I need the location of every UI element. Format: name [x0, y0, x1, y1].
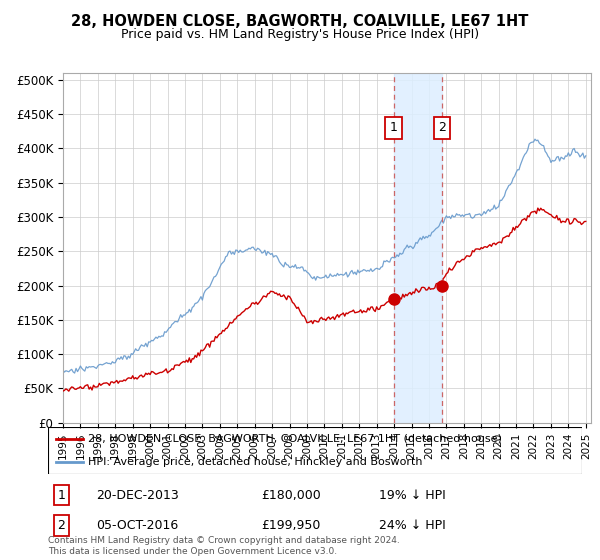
Text: Price paid vs. HM Land Registry's House Price Index (HPI): Price paid vs. HM Land Registry's House …: [121, 28, 479, 41]
Text: £180,000: £180,000: [262, 489, 322, 502]
Text: 2: 2: [58, 519, 65, 532]
Text: 24% ↓ HPI: 24% ↓ HPI: [379, 519, 446, 532]
Text: 28, HOWDEN CLOSE, BAGWORTH, COALVILLE, LE67 1HT: 28, HOWDEN CLOSE, BAGWORTH, COALVILLE, L…: [71, 14, 529, 29]
Text: 05-OCT-2016: 05-OCT-2016: [96, 519, 178, 532]
Text: HPI: Average price, detached house, Hinckley and Bosworth: HPI: Average price, detached house, Hinc…: [88, 458, 422, 468]
Text: 28, HOWDEN CLOSE, BAGWORTH, COALVILLE, LE67 1HT (detached house): 28, HOWDEN CLOSE, BAGWORTH, COALVILLE, L…: [88, 433, 502, 444]
Text: £199,950: £199,950: [262, 519, 321, 532]
Text: 1: 1: [389, 121, 398, 134]
Bar: [394, 73, 442, 423]
Text: 19% ↓ HPI: 19% ↓ HPI: [379, 489, 446, 502]
Text: 1: 1: [58, 489, 65, 502]
Text: 20-DEC-2013: 20-DEC-2013: [96, 489, 179, 502]
Text: Contains HM Land Registry data © Crown copyright and database right 2024.
This d: Contains HM Land Registry data © Crown c…: [48, 536, 400, 556]
Text: 2: 2: [438, 121, 446, 134]
